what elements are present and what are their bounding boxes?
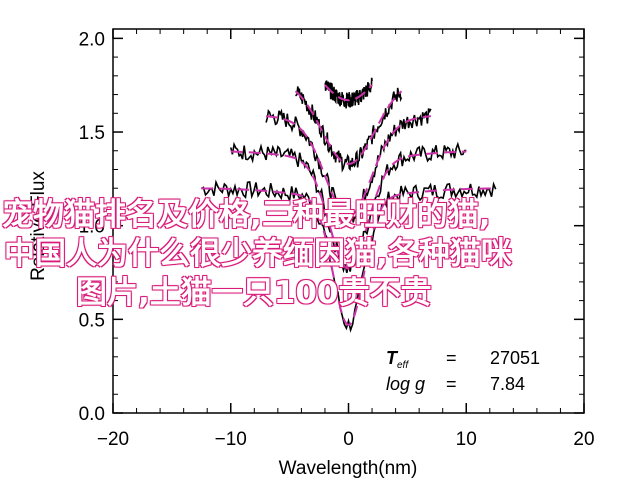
x-tick-label: 10 (456, 429, 477, 450)
logg-equals: = (446, 374, 457, 394)
logg-value: 7.84 (490, 374, 525, 394)
y-tick-label: 0.0 (79, 404, 105, 425)
logg-annotation: log g = 7.84 (386, 374, 525, 394)
observed-spectrum-line-1 (200, 179, 497, 333)
x-tick-label: −20 (97, 429, 129, 450)
model-spectrum-line-3 (265, 115, 432, 218)
x-tick-label: 20 (573, 429, 594, 450)
y-tick-label: 1.5 (79, 123, 105, 144)
y-axis-ticks: 0.0 0.5 1.0 1.5 2.0 (79, 29, 584, 425)
y-tick-label: 1.0 (79, 217, 105, 238)
observed-spectrum-line-2 (230, 141, 467, 274)
model-spectrum-line-5 (324, 84, 373, 102)
y-tick-label: 0.5 (79, 310, 105, 331)
model-spectrum-line-1 (201, 187, 496, 327)
observed-spectrum-line-5 (324, 77, 373, 109)
x-axis-ticks: −20 −10 0 10 20 (97, 29, 595, 450)
teff-subscript: eff (397, 360, 409, 371)
observed-spectrum-line-3 (265, 108, 432, 223)
model-spectrum-line-4 (294, 90, 403, 165)
teff-value: 27051 (490, 348, 540, 368)
teff-equals: = (446, 348, 457, 368)
x-tick-label: 0 (343, 429, 354, 450)
logg-label: log g (386, 374, 425, 394)
y-axis-title: Relative Flux (28, 171, 49, 281)
y-tick-label: 2.0 (79, 29, 105, 50)
series-layer (200, 77, 497, 333)
teff-label: T (386, 348, 399, 368)
teff-annotation: T eff = 27051 (386, 348, 540, 371)
x-tick-label: −10 (215, 429, 247, 450)
model-spectrum-line-2 (230, 150, 467, 270)
x-axis-title: Wavelength(nm) (279, 458, 418, 479)
